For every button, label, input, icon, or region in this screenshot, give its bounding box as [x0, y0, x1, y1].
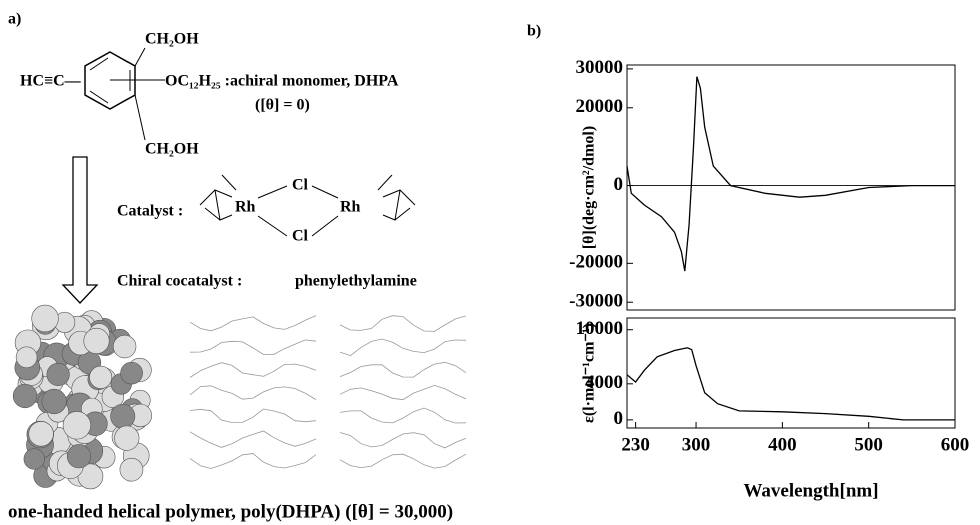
data-line: [626, 76, 955, 272]
atom-sphere: [66, 444, 92, 469]
bond-wire: [189, 315, 317, 332]
atom-sphere: [114, 425, 140, 451]
cocatalyst-label: Chiral cocatalyst :: [117, 273, 242, 290]
y-tick-label: 20000: [576, 96, 624, 117]
bond-wire: [339, 361, 467, 378]
plot-frame: [626, 64, 956, 311]
substituent: OC₁₂H₂₅ :: [165, 73, 230, 90]
atom-sphere: [31, 304, 59, 333]
caption: one-handed helical polymer, poly(DHPA) (…: [8, 501, 453, 522]
monomer-rotation: ([θ] = 0): [255, 97, 310, 114]
catalyst-label: Catalyst :: [117, 203, 183, 220]
atom-sphere: [83, 327, 110, 354]
atom-sphere: [23, 448, 45, 470]
reaction-arrow: [61, 156, 99, 304]
bond-wire: [189, 453, 317, 469]
atom-sphere: [119, 457, 144, 482]
bond: [134, 94, 146, 141]
panel-label: a): [8, 11, 21, 28]
bond-wire: [339, 384, 467, 401]
bond-wire: [189, 408, 317, 423]
atom: Cl: [292, 177, 309, 194]
atom: Cl: [292, 228, 309, 245]
bond-wire: [189, 430, 317, 448]
x-tick-label: 400: [768, 434, 797, 455]
wire-model: [339, 315, 467, 469]
y-tick-label: -20000: [569, 252, 623, 273]
y-tick-label: 0: [614, 174, 624, 195]
cod-ligand: [377, 174, 416, 221]
bond-wire: [339, 432, 467, 449]
cocatalyst-name: phenylethylamine: [295, 273, 417, 290]
atom-sphere: [112, 334, 137, 359]
bond-wire: [339, 407, 467, 424]
x-tick-label: 500: [854, 434, 883, 455]
y-tick-label: 0: [614, 408, 624, 429]
atom-sphere: [46, 362, 70, 387]
bond-wire: [189, 385, 317, 400]
bond: [89, 57, 109, 71]
y-tick-label: 10000: [576, 318, 624, 339]
plot-frame: [626, 317, 956, 429]
bond-wire: [339, 338, 467, 357]
atom-sphere: [12, 383, 38, 409]
atom: Rh: [235, 199, 256, 216]
y-axis-label: [θ](deg·cm²/dmol): [581, 126, 598, 249]
atom-sphere: [28, 421, 54, 447]
panel-label: b): [527, 23, 541, 40]
bond-wire: [189, 339, 317, 355]
bond: [134, 47, 146, 67]
atom-sphere: [41, 388, 67, 415]
y-tick-label: 4000: [585, 372, 623, 393]
space-filling-model: [12, 304, 153, 490]
wire-model: [189, 315, 317, 469]
substituent: CH₂OH: [145, 31, 199, 48]
bond-wire: [339, 453, 467, 469]
x-axis-label: Wavelength[nm]: [743, 480, 878, 501]
x-tick-label: 300: [682, 434, 711, 455]
atom-sphere: [120, 361, 143, 385]
panel-a: a) CH₂OH HC≡C— OC₁₂H₂₅ : CH₂OH achiral m…: [8, 11, 467, 522]
y-tick-label: -30000: [569, 291, 623, 312]
bond: [89, 90, 109, 104]
bonds: [257, 185, 339, 237]
y-axis-label: ε(l·mol⁻¹cm⁻¹): [581, 323, 598, 423]
substituent: CH₂OH: [145, 141, 199, 158]
x-tick-label: 600: [941, 434, 970, 455]
monomer-name: achiral monomer, DHPA: [230, 73, 399, 90]
x-tick-label: 230: [621, 434, 650, 455]
bond-wire: [189, 362, 317, 378]
atom-sphere: [15, 346, 38, 369]
substituent: HC≡C—: [20, 73, 82, 90]
atom-sphere: [110, 403, 136, 429]
y-tick-label: 30000: [576, 57, 624, 78]
atom: Rh: [340, 199, 361, 216]
data-line: [626, 347, 955, 421]
bond-wire: [339, 315, 467, 332]
cod-ligand: [199, 174, 237, 221]
atom-sphere: [62, 411, 92, 440]
atom-sphere: [89, 365, 113, 389]
